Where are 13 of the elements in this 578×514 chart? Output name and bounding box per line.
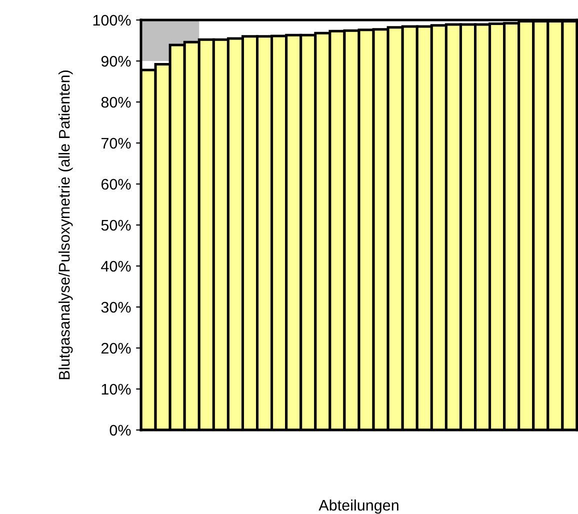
y-tick-label: 60% bbox=[101, 178, 131, 190]
y-tick-label: 20% bbox=[101, 342, 131, 354]
x-axis-title: Abteilungen bbox=[318, 499, 398, 514]
y-tick-label: 0% bbox=[110, 424, 131, 436]
y-tick-label: 50% bbox=[101, 220, 131, 231]
y-tick-label: 80% bbox=[101, 96, 131, 108]
y-tick-label: 70% bbox=[101, 138, 131, 149]
y-tick-label: 100% bbox=[93, 14, 131, 26]
y-tick-label: 40% bbox=[101, 260, 131, 272]
y-tick-label: 10% bbox=[102, 384, 131, 395]
y-tick-label: 90% bbox=[101, 56, 131, 67]
y-tick-label: 30% bbox=[101, 302, 131, 313]
y-axis-title: Blutgasanalyse/Pulsoxymetrie (alle Patienten) bbox=[58, 70, 73, 380]
